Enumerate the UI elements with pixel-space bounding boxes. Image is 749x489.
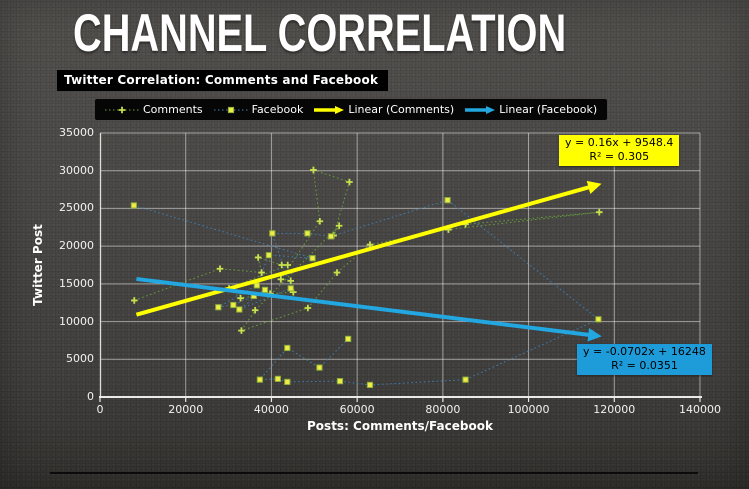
- facebook-data-point: [230, 301, 237, 309]
- facebook-data-point: [327, 233, 335, 240]
- comments-data-point: [216, 265, 224, 273]
- facebook-data-point: [345, 335, 352, 343]
- trendline-equation-comments: y = 0.16x + 9548.4: [565, 136, 674, 149]
- y-tick-label: 25000: [59, 201, 94, 215]
- facebook-data-point: [444, 197, 451, 204]
- facebook-data-point: [274, 375, 281, 382]
- y-tick-label: 20000: [59, 239, 94, 253]
- comments-data-point: [366, 241, 374, 248]
- facebook-data-point: [462, 376, 469, 383]
- page-title: CHANNEL CORRELATION: [73, 4, 567, 63]
- legend-item-facebook[interactable]: Facebook: [213, 103, 304, 116]
- linear-facebook-arrow-icon: [465, 105, 496, 114]
- plot-svg: [99, 132, 702, 402]
- comments-data-point: [287, 277, 295, 285]
- linear-comments-arrow-icon: [314, 105, 345, 114]
- x-tick-label: 80000: [425, 403, 461, 416]
- comments-data-point: [130, 297, 138, 304]
- trendline-linear-facebook-: [136, 276, 602, 342]
- comments-data-point: [335, 222, 343, 230]
- y-tick-label: 30000: [59, 163, 94, 177]
- facebook-data-point: [284, 378, 291, 386]
- facebook-data-point: [261, 286, 269, 293]
- facebook-data-point: [316, 364, 323, 371]
- legend-item-linear-comments[interactable]: Linear (Comments): [314, 103, 454, 116]
- facebook-data-point: [269, 230, 276, 237]
- trendline-linear-comments-: [135, 180, 602, 317]
- x-tick-label: 40000: [253, 403, 289, 416]
- comments-data-point: [278, 261, 286, 269]
- facebook-marker-icon: [213, 106, 248, 113]
- comments-data-point: [316, 217, 324, 225]
- comments-data-point: [238, 327, 245, 334]
- x-tick-label: 60000: [339, 403, 375, 416]
- y-axis-title: Twitter Post: [31, 224, 45, 306]
- comments-data-point: [310, 166, 317, 174]
- x-tick-label: 20000: [168, 403, 204, 416]
- comments-data-point: [258, 269, 265, 276]
- trendline-label-comments[interactable]: y = 0.16x + 9548.4 R² = 0.305: [559, 135, 680, 166]
- facebook-data-point: [284, 344, 291, 352]
- facebook-data-point: [130, 202, 137, 209]
- comments-data-point: [346, 178, 353, 186]
- trendline-label-facebook[interactable]: y = -0.0702x + 16248 R² = 0.0351: [577, 344, 712, 375]
- x-tick-label: 0: [96, 403, 104, 416]
- facebook-data-point: [253, 282, 260, 289]
- y-tick-label: 0: [87, 390, 94, 403]
- y-tick-label: 10000: [59, 314, 94, 328]
- x-tick-label: 120000: [593, 403, 636, 416]
- comments-data-point: [277, 276, 285, 283]
- legend-label-comments: Comments: [143, 103, 203, 116]
- facebook-data-point: [304, 230, 311, 237]
- comments-data-point: [251, 306, 259, 314]
- facebook-data-point: [309, 255, 316, 262]
- legend-item-comments[interactable]: Comments: [105, 103, 203, 116]
- facebook-data-point: [336, 378, 344, 385]
- comments-marker-icon: [105, 106, 139, 113]
- comments-data-point: [237, 294, 244, 302]
- y-tick-label: 5000: [66, 352, 94, 366]
- trendline-r2-facebook: R² = 0.0351: [611, 359, 678, 372]
- facebook-data-point: [287, 285, 294, 292]
- trendline-equation-facebook: y = -0.0702x + 16248: [583, 345, 706, 358]
- y-tick-label: 35000: [59, 126, 94, 139]
- plot-area[interactable]: [99, 132, 702, 402]
- bottom-divider-line: [50, 472, 698, 474]
- facebook-data-point: [366, 381, 374, 389]
- legend-label-linear-facebook: Linear (Facebook): [499, 103, 598, 116]
- facebook-data-point: [215, 304, 222, 311]
- y-tick-label: 15000: [59, 276, 94, 290]
- legend-label-linear-comments: Linear (Comments): [348, 103, 455, 116]
- x-axis-title: Posts: Comments/Facebook: [307, 419, 493, 433]
- facebook-data-point: [265, 252, 272, 259]
- facebook-data-point: [236, 306, 243, 313]
- comments-data-point: [284, 261, 292, 269]
- trendline-r2-comments: R² = 0.305: [589, 150, 650, 163]
- facebook-data-point: [595, 316, 602, 323]
- legend-item-linear-facebook[interactable]: Linear (Facebook): [465, 103, 597, 116]
- x-tick-label: 140000: [679, 403, 721, 416]
- comments-data-point: [595, 208, 603, 216]
- comments-data-point: [304, 304, 312, 312]
- legend-label-facebook: Facebook: [251, 103, 304, 116]
- x-tick-label: 100000: [507, 403, 550, 416]
- comments-data-point: [333, 269, 341, 276]
- chart-legend: Comments Facebook Linear (Comments) Line…: [95, 99, 608, 120]
- comments-data-point: [254, 254, 262, 261]
- facebook-data-point: [256, 376, 263, 383]
- chart-title[interactable]: Twitter Correlation: Comments and Facebo…: [57, 70, 389, 91]
